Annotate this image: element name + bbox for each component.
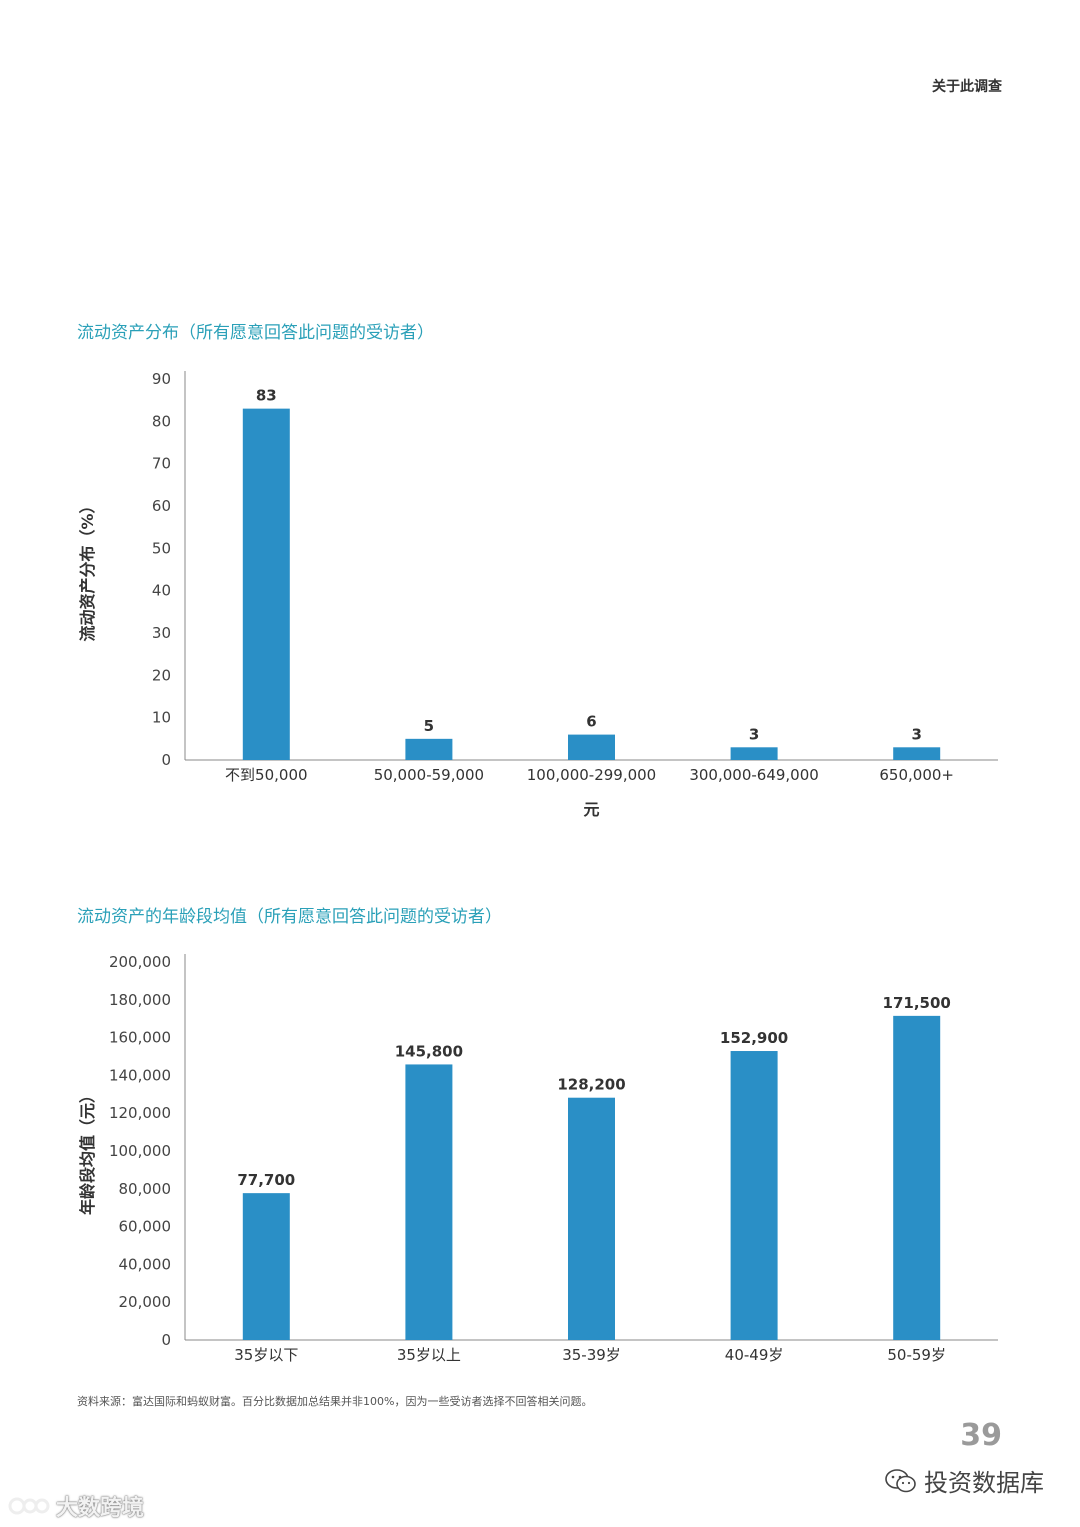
chart2-y-tick-label: 140,000 [109,1066,171,1084]
chart2-bar [242,1193,290,1340]
chart2-data-label: 77,700 [237,1171,295,1189]
chart1-bar [568,734,615,760]
chart2-data-label: 152,900 [720,1029,788,1047]
chart2-data-label: 171,500 [883,994,951,1012]
chart1-y-tick-label: 60 [152,497,171,515]
section-label: 关于此调查 [932,79,1002,95]
chart1-data-label: 5 [424,717,434,735]
chart2-category-label: 40-49岁 [725,1346,784,1364]
chart2-category-label: 35-39岁 [562,1346,621,1364]
chart1-y-tick-label: 40 [152,582,171,600]
watermark-left-text: 大数跨境 [56,1496,145,1521]
chart2-y-tick-label: 20,000 [119,1293,172,1311]
chart2-y-tick-label: 200,000 [109,953,171,971]
watermark-right-text: 投资数据库 [924,1469,1044,1497]
wechat-icon [885,1468,916,1492]
chart2-y-tick-label: 180,000 [109,991,171,1009]
watermark-dashu: 大数跨境 [8,1490,144,1522]
chart2-y-tick-label: 40,000 [119,1255,172,1273]
chart1-y-tick-label: 80 [152,412,171,430]
chart1-y-tick-label: 20 [152,666,171,684]
chart1-x-axis-label: 元 [583,800,599,819]
chart1-bar [893,747,941,760]
chart1-y-tick-label: 30 [152,624,171,642]
chart1-category-label: 不到50,000 [225,766,308,784]
chart1-category-label: 300,000-649,000 [689,766,818,784]
chart2-bar [730,1051,778,1340]
chart2-category-label: 50-59岁 [887,1346,946,1364]
chart1-y-tick-label: 90 [152,370,171,388]
source-footnote: 资料来源：富达国际和蚂蚁财富。百分比数据加总结果并非100%，因为一些受访者选择… [77,1395,593,1408]
chart1-title: 流动资产分布（所有愿意回答此问题的受访者） [77,323,434,343]
chart1-category-label: 50,000-59,000 [374,766,484,784]
chart2-y-tick-label: 160,000 [109,1029,171,1047]
chart1-bar [242,408,290,760]
chart1-y-axis-label: 流动资产分布（%） [78,497,97,641]
chart2-category-label: 35岁以上 [397,1346,461,1364]
chart2-y-tick-label: 120,000 [109,1104,171,1122]
chart2-y-tick-label: 100,000 [109,1142,171,1160]
chart1-liquid-asset-distribution: 0 10 20 30 40 50 60 70 80 90 流动资产分布（%） 83 不到50,000 5 5… [78,370,998,819]
chart2-liquid-asset-by-age: 0 20,000 40,000 60,000 80,000 100,000 120,000 1… [78,953,998,1364]
chart1-y-tick-label: 0 [161,751,171,769]
chart1-data-label: 3 [749,725,759,743]
chart1-y-tick-label: 50 [152,539,171,557]
page-number: 39 [960,1418,1002,1453]
chart2-y-tick-label: 0 [161,1331,171,1349]
chart1-data-label: 3 [911,725,921,743]
chart1-bar [730,747,778,760]
watermark-investment-db: 投资数据库 [884,1463,1044,1498]
chart1-data-label: 83 [256,387,277,405]
chart2-bar [893,1015,941,1340]
chart2-data-label: 145,800 [395,1042,463,1060]
chart2-y-tick-label: 60,000 [119,1218,172,1236]
chart1-y-tick-label: 70 [152,455,171,473]
chart1-data-label: 6 [586,713,596,731]
chart1-category-label: 650,000+ [879,766,954,784]
chart2-bar [405,1064,453,1340]
chart2-y-tick-label: 80,000 [119,1180,172,1198]
chart2-y-axis-label: 年龄段均值（元） [78,1087,97,1215]
chart2-title: 流动资产的年龄段均值（所有愿意回答此问题的受访者） [77,907,502,927]
chart1-y-tick-label: 10 [152,709,171,727]
logo-icon [8,1497,50,1515]
chart2-data-label: 128,200 [557,1076,625,1094]
chart1-bar [405,738,453,760]
chart1-category-label: 100,000-299,000 [527,766,656,784]
chart2-bar [568,1097,615,1340]
chart2-category-label: 35岁以下 [234,1346,298,1364]
